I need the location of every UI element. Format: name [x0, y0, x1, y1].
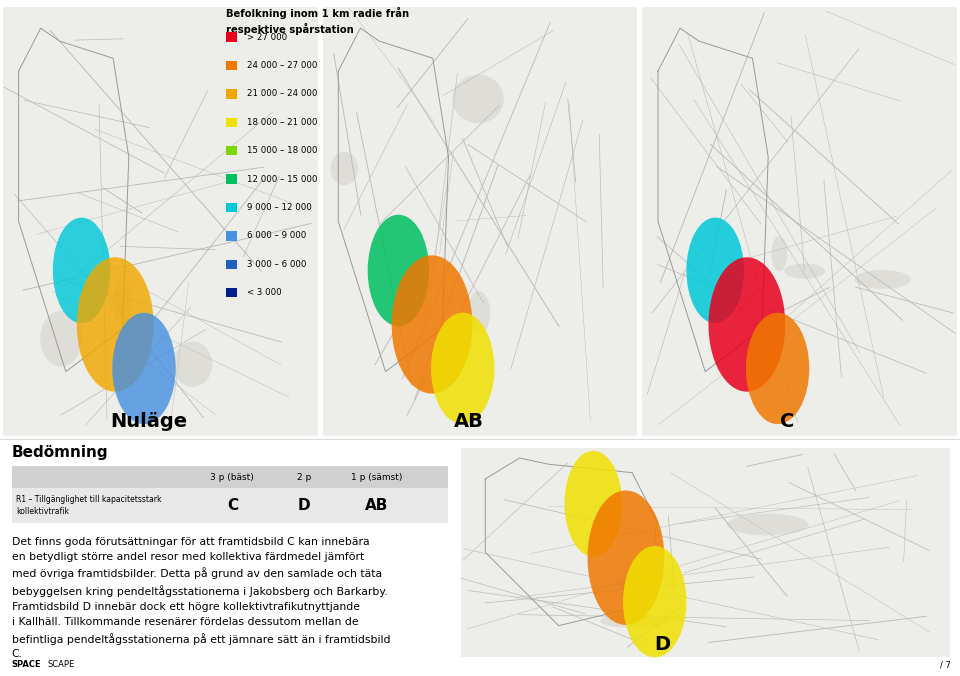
- Ellipse shape: [615, 569, 663, 592]
- Ellipse shape: [601, 614, 668, 628]
- Text: AB: AB: [365, 498, 388, 513]
- Bar: [226, 118, 237, 127]
- Text: > 27 000: > 27 000: [247, 32, 287, 42]
- Text: AB: AB: [453, 412, 484, 431]
- Bar: [226, 61, 237, 70]
- Ellipse shape: [708, 258, 785, 391]
- Text: Nuläge: Nuläge: [110, 412, 187, 431]
- Ellipse shape: [623, 546, 686, 657]
- Ellipse shape: [727, 514, 808, 535]
- Ellipse shape: [746, 313, 809, 424]
- Bar: [226, 288, 237, 297]
- Text: 3 000 – 6 000: 3 000 – 6 000: [247, 260, 306, 269]
- Ellipse shape: [173, 341, 212, 387]
- Ellipse shape: [468, 291, 490, 335]
- Ellipse shape: [431, 313, 494, 424]
- Text: 24 000 – 27 000: 24 000 – 27 000: [247, 61, 317, 70]
- Text: 1 p (sämst): 1 p (sämst): [350, 473, 402, 482]
- Text: C: C: [780, 412, 794, 431]
- Ellipse shape: [784, 264, 826, 279]
- Bar: [226, 32, 237, 42]
- Text: SCAPE: SCAPE: [48, 660, 75, 669]
- Ellipse shape: [112, 313, 176, 424]
- Bar: [226, 146, 237, 155]
- Text: C: C: [227, 498, 238, 513]
- Ellipse shape: [77, 258, 154, 391]
- Ellipse shape: [40, 311, 83, 366]
- Bar: [3, 7, 318, 436]
- Bar: [642, 7, 957, 436]
- Bar: [226, 89, 237, 99]
- Ellipse shape: [112, 280, 132, 326]
- Text: 12 000 – 15 000: 12 000 – 15 000: [247, 174, 317, 184]
- Text: 18 000 – 21 000: 18 000 – 21 000: [247, 118, 317, 127]
- Ellipse shape: [392, 256, 472, 393]
- Bar: [461, 448, 950, 657]
- Bar: [12, 488, 448, 523]
- Text: D: D: [655, 635, 670, 654]
- Ellipse shape: [854, 270, 911, 289]
- Bar: [226, 260, 237, 269]
- Ellipse shape: [686, 218, 744, 323]
- Text: 3 p (bäst): 3 p (bäst): [210, 473, 254, 482]
- Text: Det finns goda förutsättningar för att framtidsbild C kan innebära
en betydligt : Det finns goda förutsättningar för att f…: [12, 537, 390, 660]
- Ellipse shape: [368, 215, 429, 326]
- Ellipse shape: [452, 74, 504, 123]
- Text: / 7: / 7: [940, 660, 950, 669]
- Text: Befolkning inom 1 km radie från
respektive spårstation: Befolkning inom 1 km radie från respekti…: [226, 7, 409, 35]
- Bar: [12, 466, 448, 488]
- Text: < 3 000: < 3 000: [247, 288, 281, 297]
- Bar: [226, 231, 237, 241]
- Text: D: D: [298, 498, 311, 513]
- Ellipse shape: [588, 491, 664, 625]
- Text: R1 – Tillgänglighet till kapacitetsstark
kollektivtrafik: R1 – Tillgänglighet till kapacitetsstark…: [16, 496, 162, 516]
- Text: 21 000 – 24 000: 21 000 – 24 000: [247, 89, 317, 99]
- Text: SPACE: SPACE: [12, 660, 41, 669]
- Text: 15 000 – 18 000: 15 000 – 18 000: [247, 146, 317, 155]
- Ellipse shape: [771, 236, 787, 271]
- Text: 9 000 – 12 000: 9 000 – 12 000: [247, 203, 311, 212]
- Text: Bedömning: Bedömning: [12, 445, 108, 460]
- Text: 2 p: 2 p: [298, 473, 311, 482]
- Bar: [323, 7, 637, 436]
- Ellipse shape: [564, 451, 622, 556]
- Ellipse shape: [330, 152, 358, 185]
- Bar: [226, 203, 237, 212]
- Ellipse shape: [53, 218, 110, 323]
- Bar: [226, 174, 237, 184]
- Text: 6 000 – 9 000: 6 000 – 9 000: [247, 231, 306, 241]
